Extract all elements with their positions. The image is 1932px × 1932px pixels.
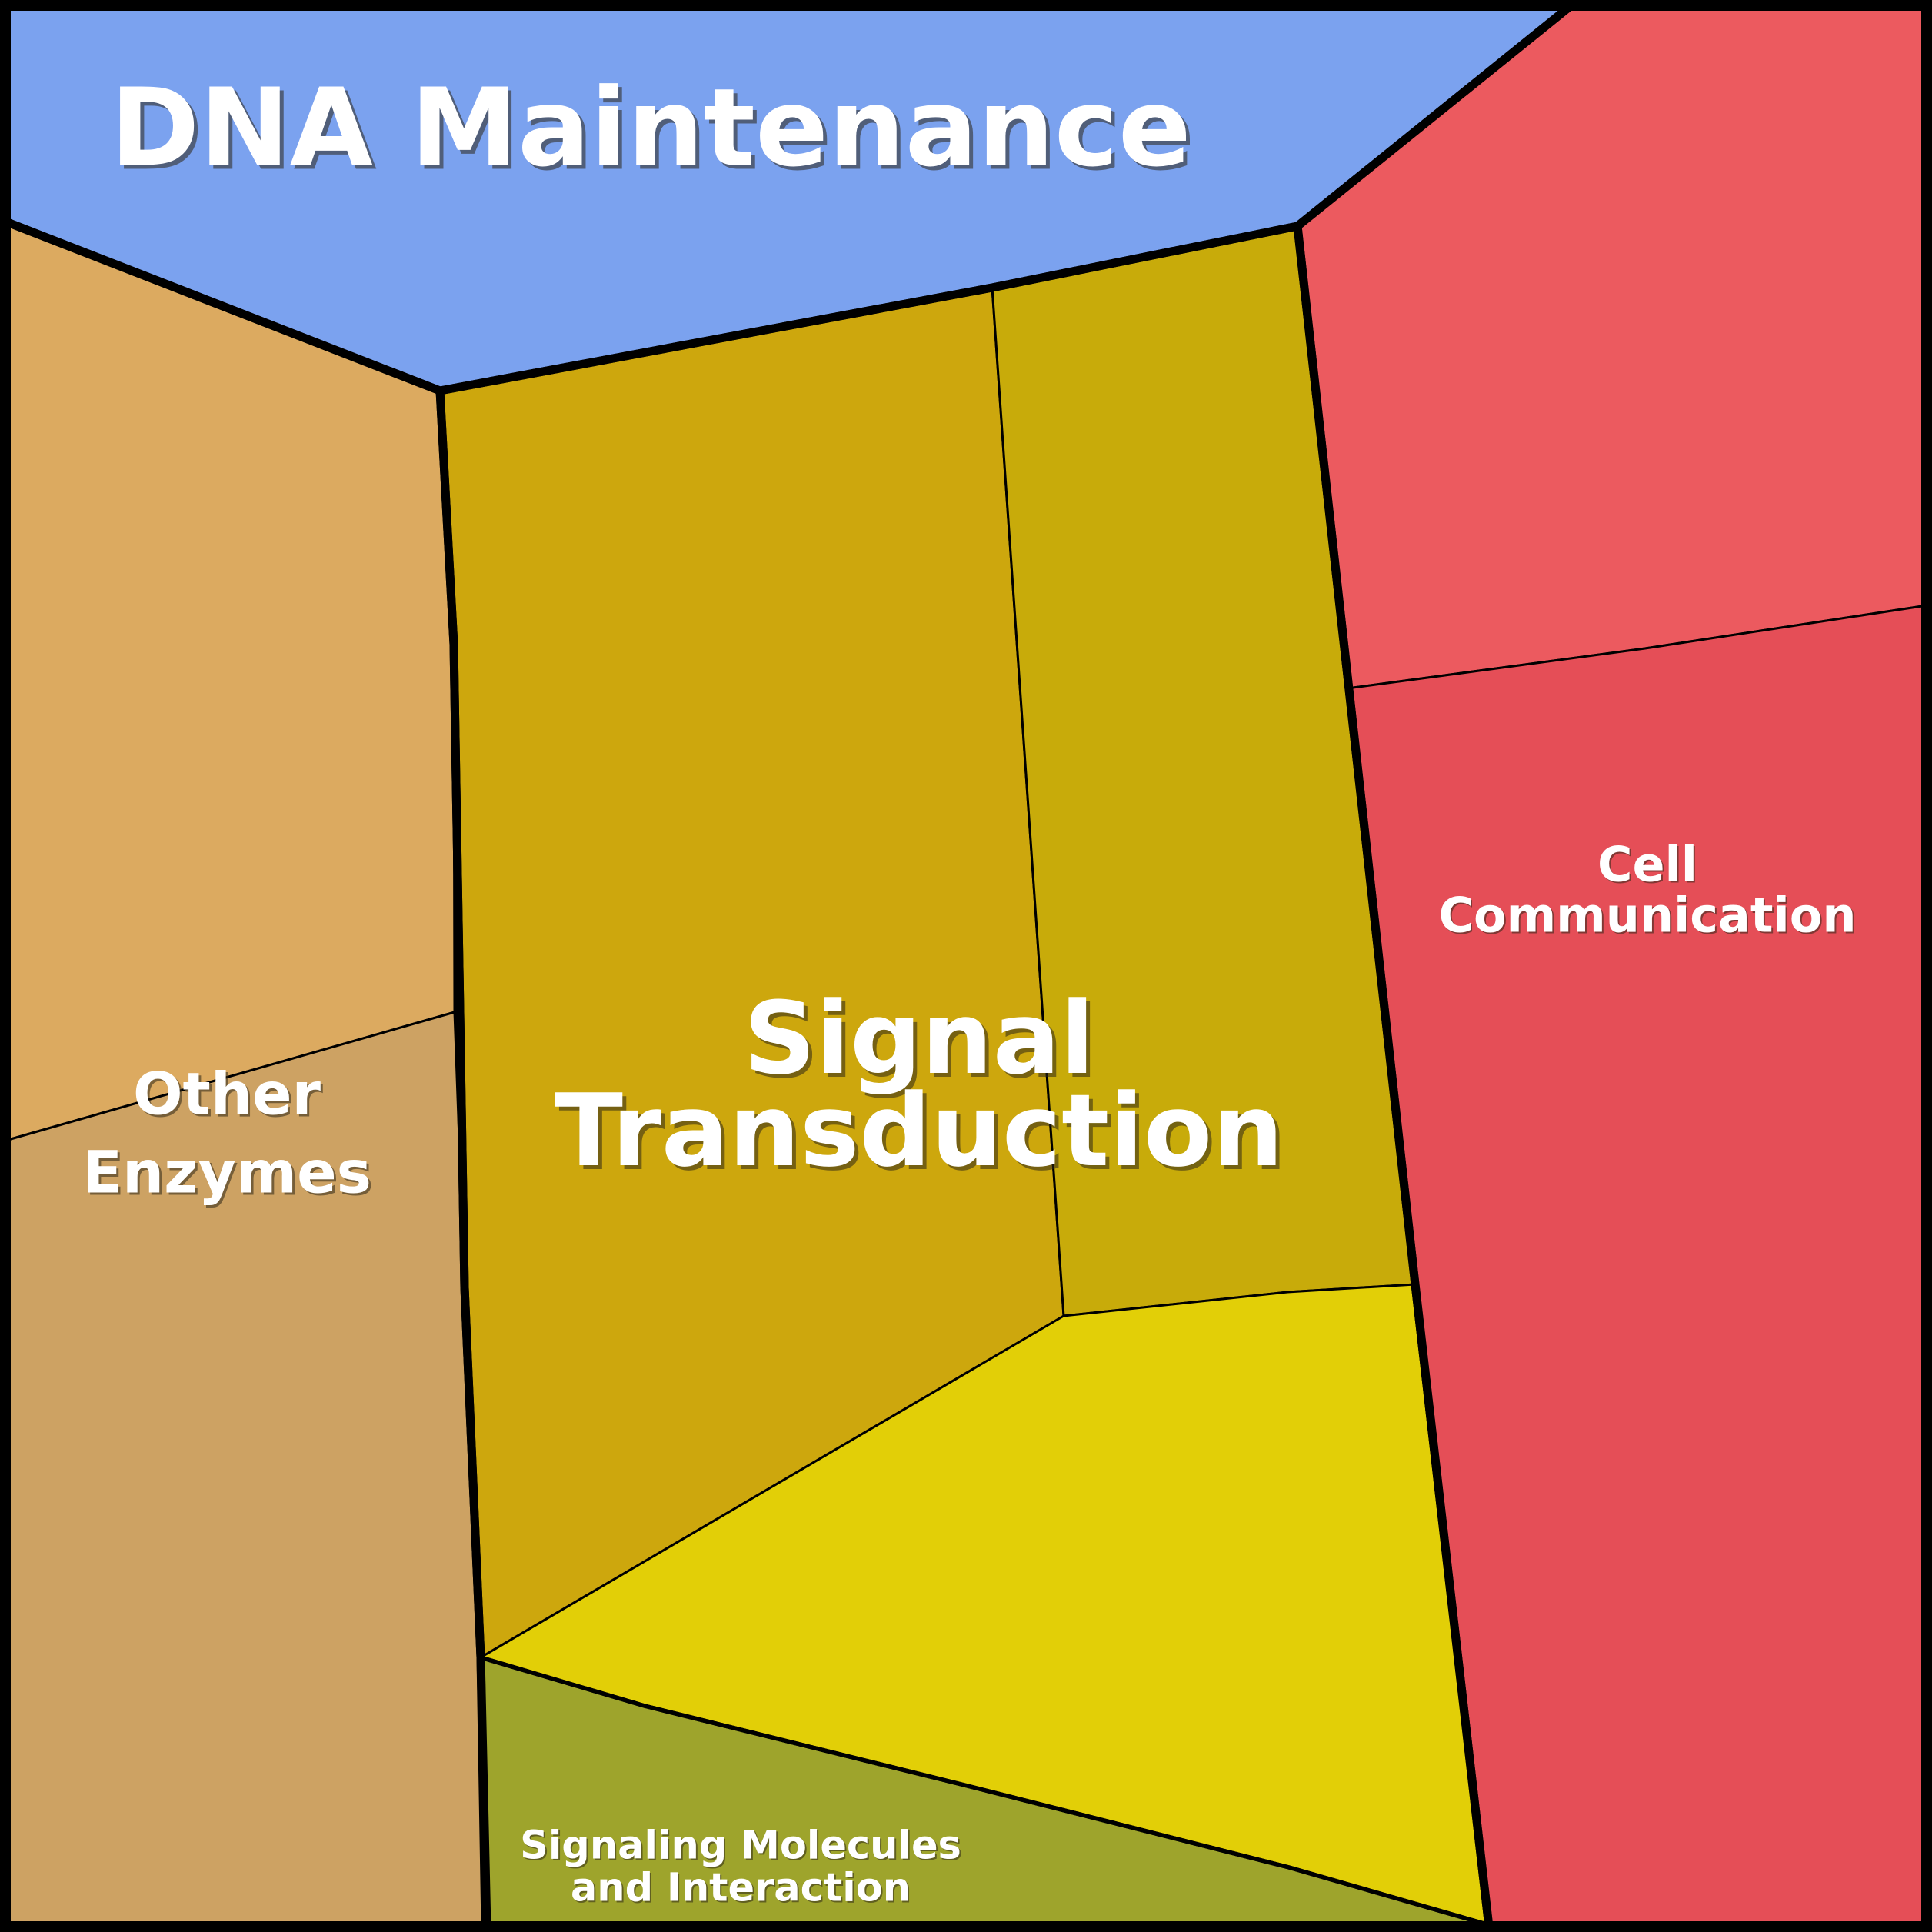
region-label-shadow-other-enzymes-lower-1: Enzymes — [85, 1141, 374, 1209]
region-label-signal-transduction-left-1: Transduction — [555, 1072, 1283, 1189]
region-label-signaling-molecules-1: and Interaction — [571, 1866, 911, 1911]
region-label-shadow-dna-maintenance-0: DNA Maintenance — [114, 70, 1195, 195]
region-label-cell-communication-main-0: Cell — [1597, 837, 1697, 893]
region-label-other-enzymes-lower-1: Enzymes — [82, 1138, 371, 1207]
region-label-shadow-signaling-molecules-1: and Interaction — [572, 1867, 912, 1913]
region-label-other-enzymes-lower-0: Other — [133, 1060, 321, 1128]
region-label-signal-transduction-left-0: Signal — [744, 980, 1094, 1097]
region-label-shadow-cell-communication-main-1: Communication — [1440, 889, 1857, 945]
region-label-signaling-molecules-0: Signaling Molecules — [520, 1824, 961, 1869]
region-label-cell-communication-main-1: Communication — [1438, 888, 1856, 944]
region-label-shadow-signaling-molecules-0: Signaling Molecules — [521, 1825, 963, 1870]
region-label-shadow-other-enzymes-lower-0: Other — [135, 1062, 324, 1131]
region-label-shadow-signal-transduction-left-1: Transduction — [558, 1076, 1287, 1193]
region-label-dna-maintenance-0: DNA Maintenance — [110, 66, 1191, 192]
region-label-shadow-cell-communication-main-0: Cell — [1599, 838, 1699, 894]
region-label-shadow-signal-transduction-left-0: Signal — [748, 984, 1098, 1101]
